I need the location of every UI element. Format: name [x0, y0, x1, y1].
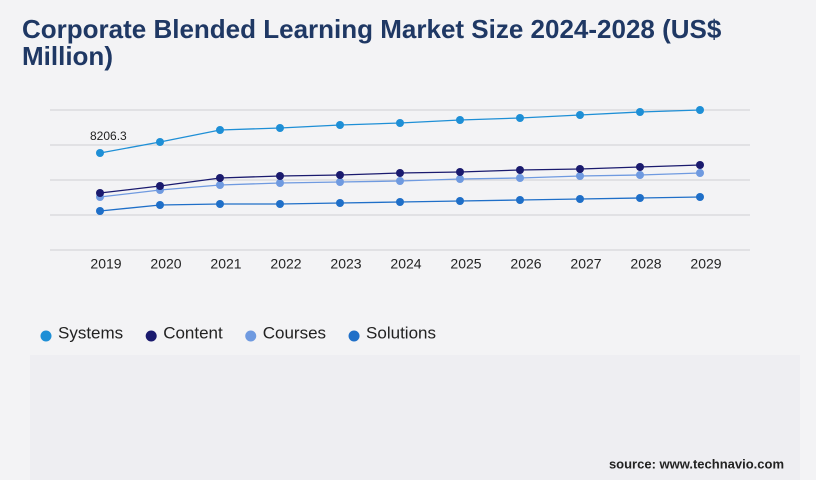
point — [456, 167, 464, 176]
source: source: www.technavio.com — [609, 456, 784, 471]
point — [336, 199, 344, 208]
point — [276, 199, 284, 208]
legend-label: Content — [163, 323, 223, 342]
point — [696, 169, 704, 178]
x-tick-label: 2029 — [690, 256, 721, 272]
x-tick-label: 2028 — [630, 256, 661, 272]
legend-marker — [40, 330, 52, 342]
x-tick-label: 2023 — [330, 256, 361, 272]
point — [156, 182, 164, 191]
point — [576, 194, 584, 203]
panel — [30, 355, 800, 480]
point — [216, 199, 224, 208]
point — [396, 169, 404, 178]
point — [96, 207, 104, 216]
point — [156, 137, 164, 146]
x-tick-label: 2026 — [510, 256, 541, 272]
point — [336, 177, 344, 186]
point — [576, 172, 584, 181]
point — [516, 196, 524, 204]
point — [96, 189, 104, 198]
point — [96, 148, 104, 157]
point — [216, 126, 224, 134]
point — [636, 107, 644, 116]
point — [456, 197, 464, 206]
legend-label: Courses — [263, 323, 326, 342]
point — [696, 161, 704, 169]
legend-marker — [145, 330, 157, 342]
point — [396, 119, 404, 128]
x-tick-label: 2020 — [150, 256, 181, 272]
point — [276, 179, 284, 188]
series-line — [99, 109, 701, 154]
chart-title: Corporate Blended Learning Market Size 2… — [22, 14, 722, 71]
point — [396, 177, 404, 186]
legend-marker — [348, 330, 360, 342]
point — [396, 197, 404, 206]
point — [516, 166, 524, 174]
point — [516, 174, 524, 183]
point — [576, 111, 584, 119]
point — [156, 201, 164, 209]
point — [216, 174, 224, 183]
point — [456, 174, 464, 183]
point — [516, 114, 524, 123]
point — [576, 164, 584, 173]
x-tick-label: 2019 — [90, 256, 121, 272]
legend-marker — [245, 330, 257, 342]
legend-label: Solutions — [366, 323, 436, 342]
point — [216, 181, 224, 189]
point — [696, 192, 704, 201]
point — [696, 106, 704, 114]
x-tick-label: 2021 — [210, 256, 241, 272]
x-tick-label: 2022 — [270, 256, 301, 272]
data-label: 8206.3 — [90, 129, 127, 143]
x-tick-label: 2025 — [450, 256, 481, 272]
point — [636, 194, 644, 203]
point — [276, 124, 284, 133]
legend-label: Systems — [58, 323, 123, 342]
point — [276, 172, 284, 181]
point — [636, 171, 644, 179]
point — [456, 116, 464, 124]
x-tick-label: 2024 — [390, 256, 421, 272]
point — [336, 121, 344, 129]
point — [336, 171, 344, 179]
point — [636, 162, 644, 171]
x-tick-label: 2027 — [570, 256, 601, 272]
